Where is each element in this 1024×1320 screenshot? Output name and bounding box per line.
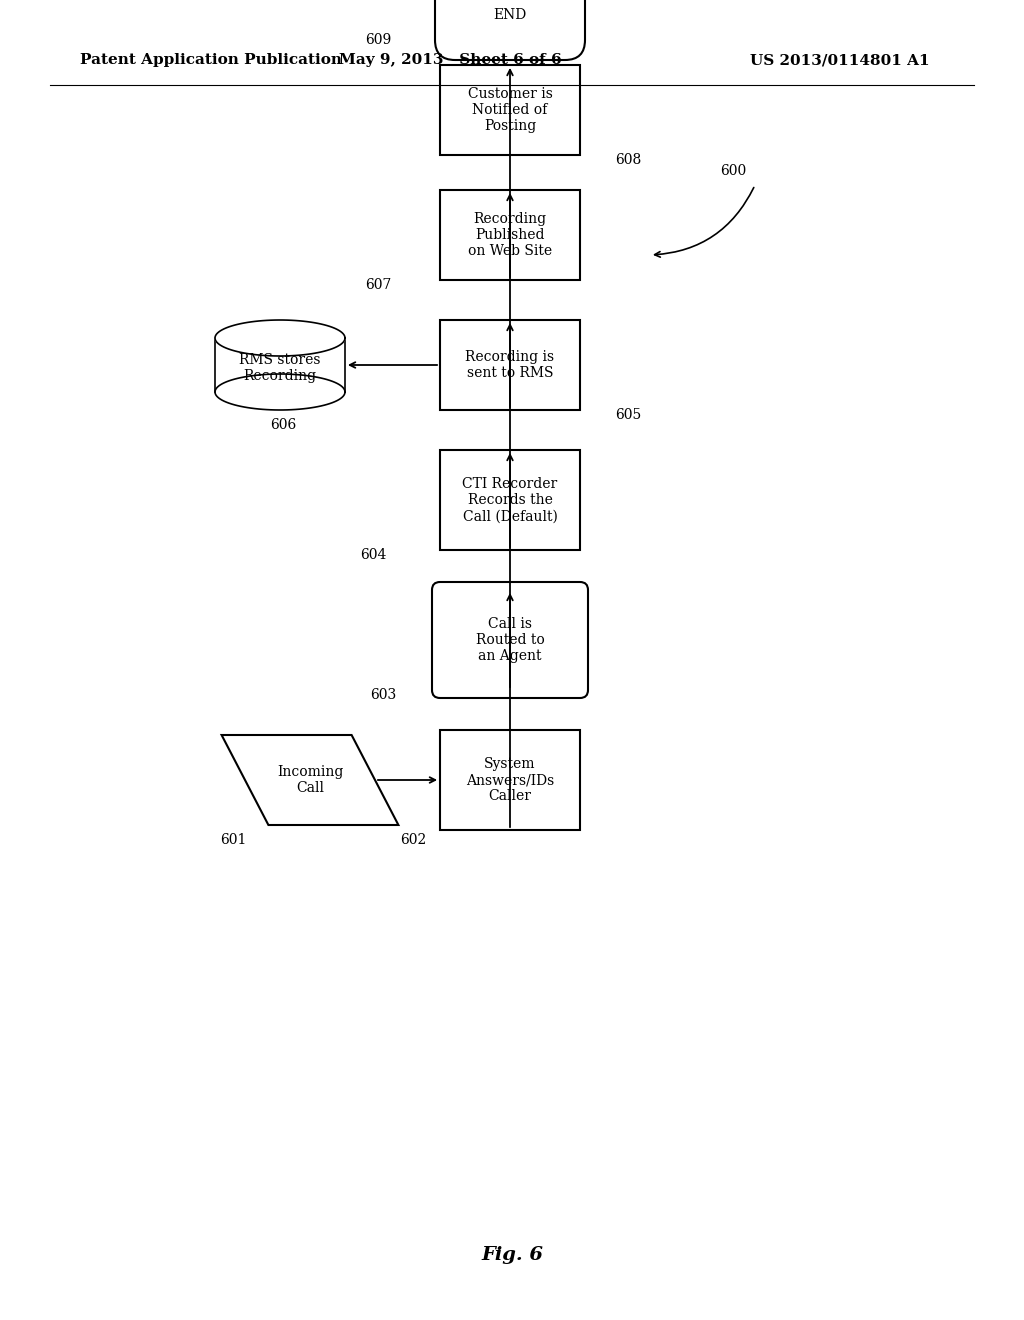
Text: 607: 607 [365,279,391,292]
Text: END: END [494,8,526,22]
Text: Call is
Routed to
an Agent: Call is Routed to an Agent [475,616,545,663]
Text: Recording
Published
on Web Site: Recording Published on Web Site [468,211,552,259]
Polygon shape [215,338,345,392]
Text: May 9, 2013   Sheet 6 of 6: May 9, 2013 Sheet 6 of 6 [339,53,561,67]
Text: 605: 605 [615,408,641,422]
FancyBboxPatch shape [435,0,585,59]
FancyBboxPatch shape [432,582,588,698]
Text: RMS stores
Recording: RMS stores Recording [240,352,321,383]
Text: Patent Application Publication: Patent Application Publication [80,53,342,67]
Text: Customer is
Notified of
Posting: Customer is Notified of Posting [468,87,552,133]
Text: Recording is
sent to RMS: Recording is sent to RMS [466,350,555,380]
Bar [440,450,580,550]
Text: 608: 608 [615,153,641,168]
Bar [440,730,580,830]
Text: Fig. 6: Fig. 6 [481,1246,543,1265]
Text: 609: 609 [365,33,391,48]
Text: 603: 603 [370,688,396,702]
Text: US 2013/0114801 A1: US 2013/0114801 A1 [750,53,930,67]
Bar [440,65,580,154]
Polygon shape [215,374,345,411]
Text: 606: 606 [270,418,296,432]
Text: System
Answers/IDs
Caller: System Answers/IDs Caller [466,756,554,803]
Text: 600: 600 [720,164,746,178]
Text: 602: 602 [400,833,426,847]
Polygon shape [215,319,345,356]
Polygon shape [221,735,398,825]
Text: 604: 604 [360,548,386,562]
Text: Incoming
Call: Incoming Call [276,764,343,795]
Text: 601: 601 [220,833,247,847]
Bar [440,319,580,411]
Bar [440,190,580,280]
Text: CTI Recorder
Records the
Call (Default): CTI Recorder Records the Call (Default) [463,477,558,523]
